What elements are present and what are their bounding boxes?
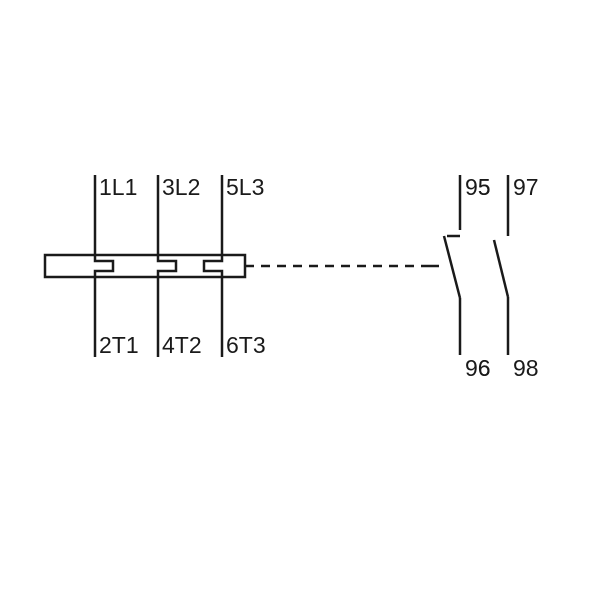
nc-bottom-label: 96 (465, 355, 491, 381)
pole-2-heater-notch (158, 255, 176, 277)
relay-body (45, 255, 245, 277)
pole-1-heater-notch (95, 255, 113, 277)
no-arm (494, 240, 508, 297)
nc-top-label: 95 (465, 174, 491, 200)
pole-1-bottom-label: 2T1 (99, 332, 139, 358)
pole-3-heater-notch (204, 255, 222, 277)
pole-2-top-label: 3L2 (162, 174, 200, 200)
pole-1-top-label: 1L1 (99, 174, 137, 200)
pole-3-top-label: 5L3 (226, 174, 264, 200)
pole-3-bottom-label: 6T3 (226, 332, 266, 358)
overload-relay-schematic: 1L12T13L24T25L36T3959695969798 (0, 0, 600, 600)
no-bottom-label: 98 (513, 355, 539, 381)
no-top-label: 97 (513, 174, 539, 200)
pole-2-bottom-label: 4T2 (162, 332, 202, 358)
